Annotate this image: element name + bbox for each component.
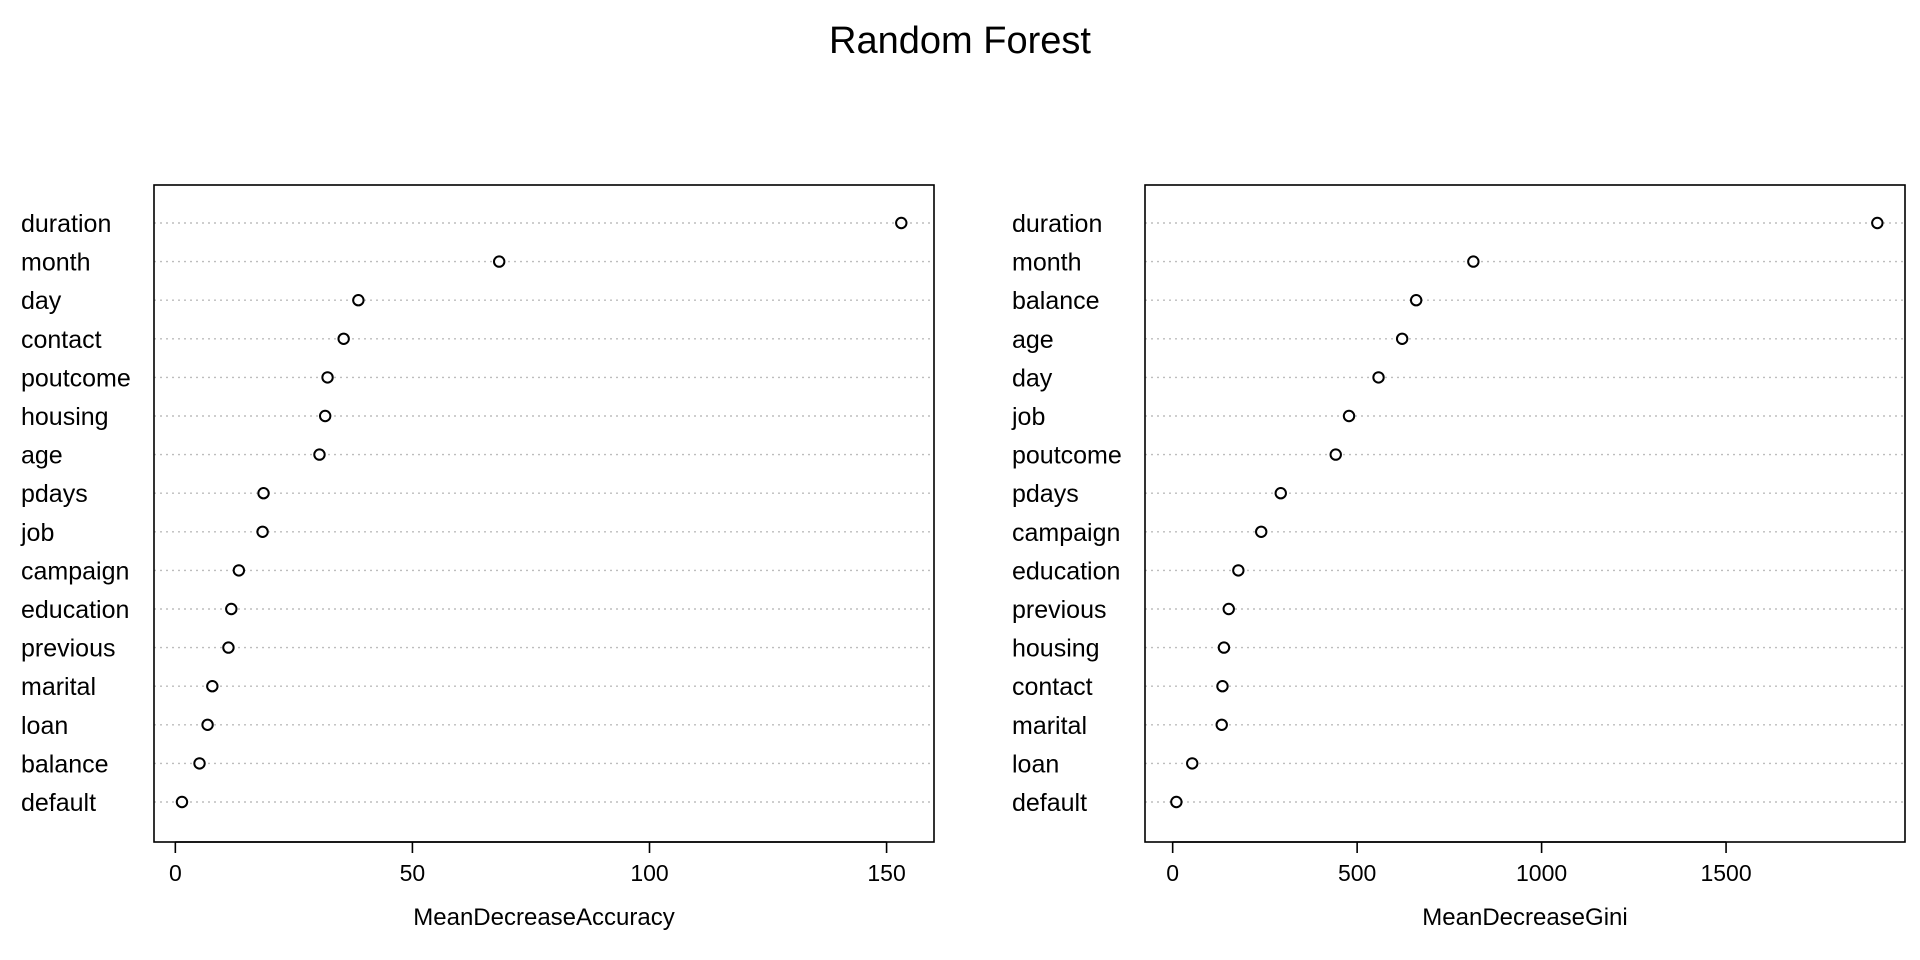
category-label: default	[1012, 789, 1087, 817]
data-point	[318, 409, 332, 423]
category-label: job	[20, 519, 54, 547]
data-point	[492, 255, 506, 268]
category-label: duration	[1012, 210, 1102, 238]
x-tick-label: 500	[1338, 860, 1376, 886]
data-point	[1222, 602, 1235, 616]
category-label: poutcome	[21, 364, 131, 392]
data-point	[337, 332, 350, 345]
category-label: marital	[21, 673, 96, 701]
category-label: age	[21, 442, 63, 470]
category-label: contact	[1012, 673, 1093, 701]
x-tick-label: 100	[630, 860, 668, 886]
chart-title: Random Forest	[829, 20, 1091, 62]
panel-mean-decrease-accuracy: duration month day contact poutcome housing ag…	[20, 184, 935, 931]
data-point	[1467, 255, 1480, 268]
x-tick-label: 1500	[1700, 860, 1751, 886]
category-label: housing	[1012, 635, 1100, 663]
x-axis-title: MeanDecreaseAccuracy	[413, 904, 674, 931]
x-tick-label: 150	[867, 860, 905, 886]
category-label: duration	[21, 210, 111, 238]
data-point	[1342, 409, 1356, 423]
x-tick-label: 0	[169, 860, 182, 886]
category-label: campaign	[21, 557, 129, 585]
x-tick-label: 0	[1166, 860, 1179, 886]
data-point	[257, 487, 270, 500]
data-point	[206, 680, 219, 693]
category-label: previous	[1012, 596, 1107, 624]
category-label: pdays	[1012, 480, 1079, 508]
data-point	[1255, 525, 1268, 538]
data-point	[1372, 371, 1385, 384]
category-label: contact	[21, 326, 102, 354]
data-point	[1395, 332, 1409, 345]
panel-mean-decrease-gini: duration month balance age day job poutcome pda…	[1011, 184, 1906, 931]
data-point	[1232, 564, 1245, 577]
data-point	[895, 216, 908, 230]
data-point	[256, 525, 269, 538]
category-label: education	[21, 596, 129, 624]
data-point	[193, 757, 206, 770]
data-point	[222, 641, 235, 654]
category-label: pdays	[21, 480, 88, 508]
category-label: job	[1011, 403, 1045, 431]
category-label: poutcome	[1012, 442, 1122, 470]
category-label: previous	[21, 635, 116, 663]
data-point	[201, 718, 214, 731]
category-label: balance	[21, 750, 109, 778]
data-point	[1871, 216, 1884, 230]
data-point	[175, 795, 189, 809]
data-point	[1217, 641, 1231, 654]
category-label: education	[1012, 557, 1120, 585]
plot-frame	[153, 184, 935, 843]
data-point	[1216, 680, 1229, 693]
category-label: housing	[21, 403, 109, 431]
data-point	[1215, 718, 1228, 731]
category-label: loan	[21, 712, 68, 740]
data-point	[352, 294, 365, 307]
category-label: balance	[1012, 287, 1100, 315]
data-point	[1186, 757, 1199, 770]
category-label: day	[21, 287, 62, 315]
x-tick-label: 50	[400, 860, 426, 886]
plot-frame	[1144, 184, 1906, 843]
x-tick-label: 1000	[1516, 860, 1567, 886]
data-point	[232, 564, 246, 577]
category-label: campaign	[1012, 519, 1120, 547]
data-point	[1170, 795, 1183, 809]
data-point	[1409, 294, 1423, 307]
category-label: loan	[1012, 750, 1059, 778]
category-label: age	[1012, 326, 1054, 354]
data-point	[313, 448, 326, 461]
data-point	[1274, 487, 1287, 500]
data-point	[321, 371, 334, 384]
data-point	[225, 602, 238, 616]
category-label: month	[1012, 249, 1081, 277]
category-label: month	[21, 249, 90, 277]
category-label: marital	[1012, 712, 1087, 740]
category-label: default	[21, 789, 96, 817]
data-point	[1329, 448, 1342, 461]
category-label: day	[1012, 364, 1053, 392]
x-axis-title: MeanDecreaseGini	[1422, 904, 1627, 931]
